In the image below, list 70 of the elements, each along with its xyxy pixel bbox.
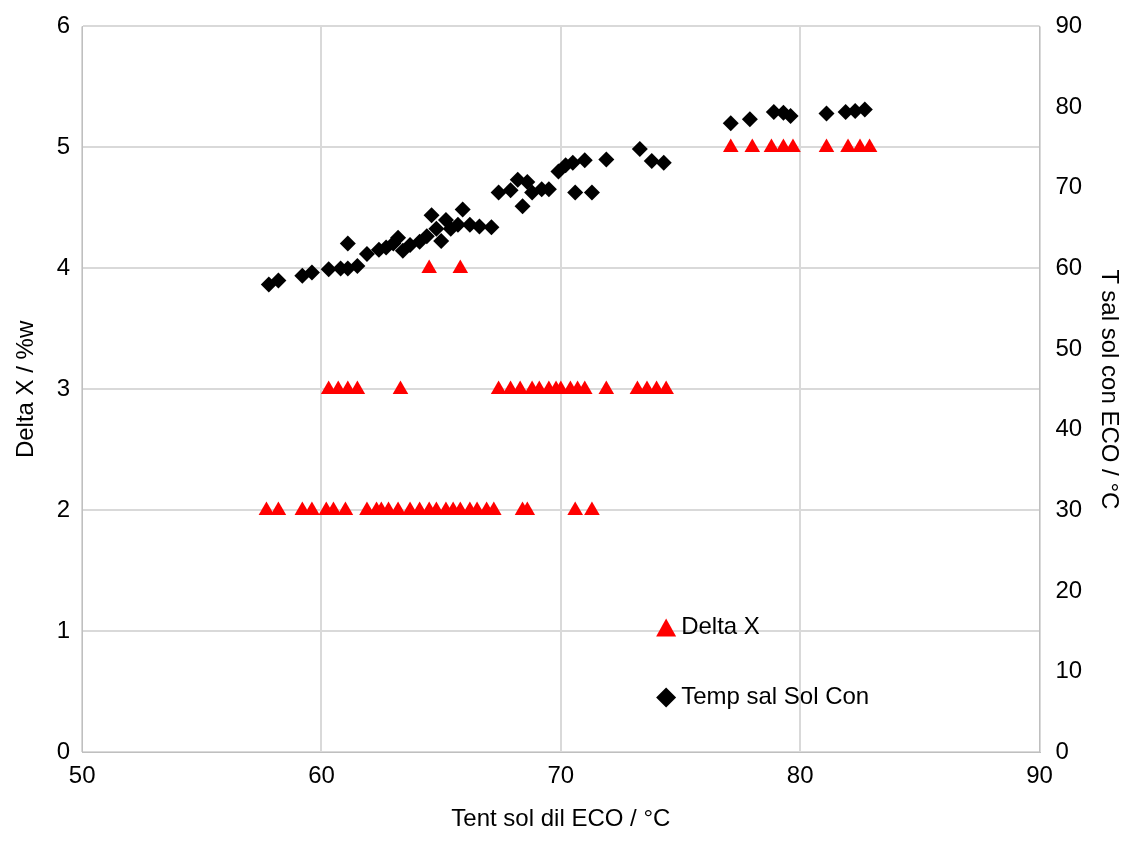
point — [423, 207, 440, 224]
point — [471, 218, 488, 235]
point — [722, 115, 739, 132]
y2-tick-label: 90 — [1055, 11, 1083, 39]
point — [502, 182, 519, 199]
x-tick-label: 90 — [1026, 761, 1053, 789]
y-tick-label: 1 — [56, 616, 71, 644]
y-tick-label: 2 — [56, 495, 71, 523]
point — [655, 154, 672, 171]
point — [349, 257, 366, 274]
x-tick-label: 50 — [68, 761, 96, 789]
y-axis-title: Delta X / %w — [11, 320, 39, 459]
x-axis-title: Tent sol dil ECO / °C — [451, 804, 671, 832]
y-tick-label: 5 — [56, 132, 71, 160]
y2-tick-label: 10 — [1055, 656, 1083, 684]
point — [490, 184, 507, 201]
y2-tick-label: 60 — [1055, 253, 1083, 281]
x-tick-label: 70 — [547, 761, 575, 789]
y2-tick-label: 80 — [1055, 91, 1083, 119]
y2-tick-label: 50 — [1055, 333, 1083, 361]
point — [583, 184, 600, 201]
point — [631, 141, 648, 158]
point — [490, 380, 507, 394]
x-tick-label: 80 — [786, 761, 814, 789]
y-tick-label: 6 — [56, 11, 71, 39]
point — [567, 501, 583, 515]
point — [337, 501, 354, 515]
point — [339, 235, 356, 252]
point — [270, 272, 287, 289]
y2-tick-label: 0 — [1055, 737, 1069, 765]
point — [483, 219, 500, 236]
point — [358, 245, 375, 262]
point — [643, 153, 660, 170]
point — [437, 212, 454, 228]
point — [452, 259, 469, 273]
legend-label: Delta X — [681, 612, 760, 640]
point — [514, 198, 531, 215]
point — [576, 152, 593, 169]
point — [418, 228, 435, 245]
point — [258, 501, 275, 515]
x-tick-label: 60 — [308, 761, 335, 789]
point — [741, 111, 758, 128]
point — [744, 138, 761, 152]
point — [722, 138, 739, 152]
point — [519, 174, 536, 191]
y-tick-label: 4 — [56, 253, 71, 281]
point — [584, 501, 600, 515]
point — [320, 261, 337, 278]
point — [840, 138, 856, 152]
point — [303, 264, 320, 281]
point — [433, 232, 450, 249]
y2-tick-label: 40 — [1055, 414, 1083, 442]
y-tick-label: 3 — [56, 374, 71, 402]
point — [392, 380, 409, 394]
point — [567, 184, 584, 201]
y2-tick-label: 30 — [1055, 495, 1083, 523]
y2-axis-title: T sal sol con ECO / °C — [1096, 269, 1124, 510]
point — [818, 105, 835, 122]
y2-tick-label: 20 — [1055, 575, 1083, 603]
legend-label: Temp sal Sol Con — [681, 682, 870, 710]
point — [270, 501, 287, 515]
point — [421, 259, 437, 273]
point — [454, 201, 471, 218]
y-tick-label: 0 — [56, 737, 71, 765]
y2-tick-label: 70 — [1055, 172, 1083, 200]
point — [763, 138, 780, 152]
point — [598, 380, 615, 394]
point — [818, 138, 835, 152]
point — [598, 151, 615, 168]
point — [428, 220, 445, 237]
